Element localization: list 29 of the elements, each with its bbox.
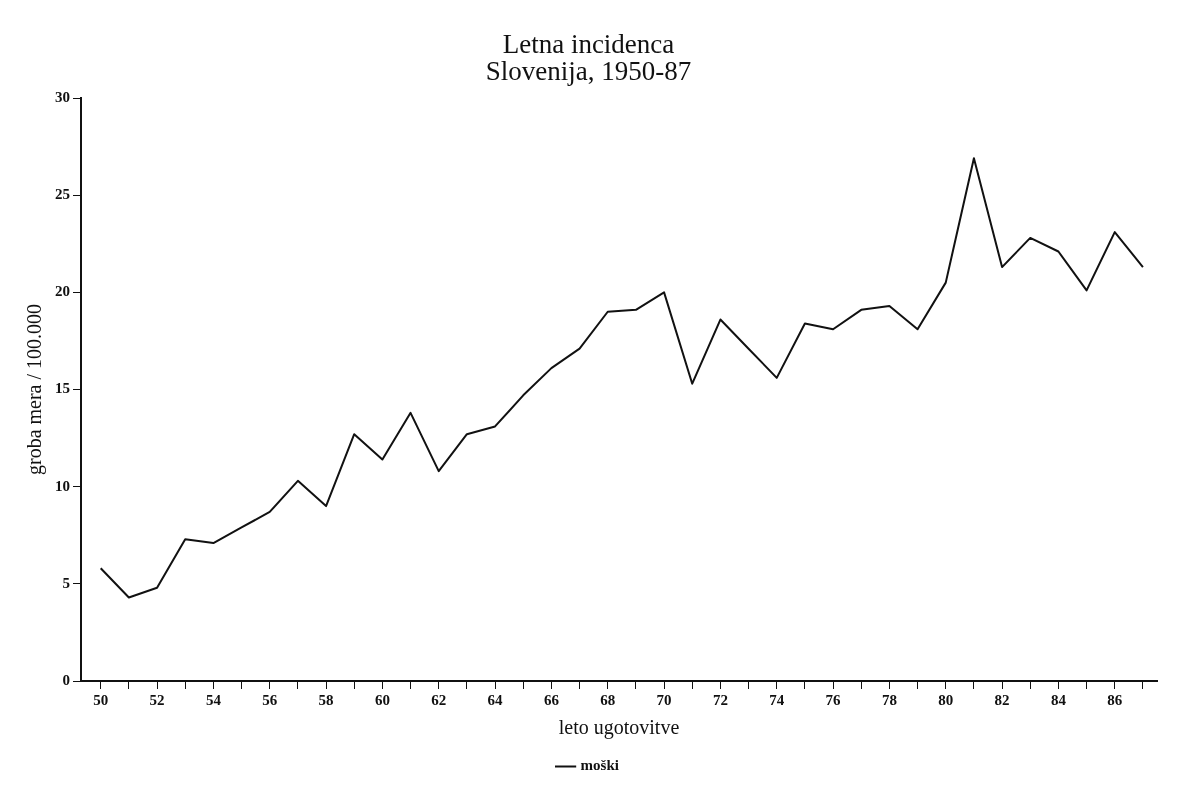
x-tick-label: 56 — [262, 691, 278, 708]
x-axis-title: leto ugotovitve — [558, 716, 680, 740]
x-tick-label: 68 — [600, 691, 616, 708]
x-tick-label: 66 — [543, 691, 560, 708]
x-tick-label: 58 — [318, 691, 334, 708]
x-tick-label: 78 — [881, 691, 897, 708]
x-tick-label: 54 — [205, 691, 222, 708]
y-tick-label: 25 — [55, 186, 70, 203]
y-tick-label: 15 — [55, 380, 70, 397]
x-tick-label: 64 — [487, 691, 504, 708]
x-tick-label: 52 — [149, 691, 165, 708]
x-tick-label: 62 — [431, 691, 447, 708]
x-tick-label: 70 — [656, 691, 672, 708]
x-tick-label: 86 — [1107, 691, 1123, 708]
x-tick-label: 80 — [938, 691, 954, 708]
y-tick-label: 0 — [62, 671, 70, 688]
x-tick-label: 82 — [994, 691, 1010, 708]
legend-label: moški — [580, 757, 619, 774]
x-tick-label: 84 — [1050, 691, 1067, 708]
y-axis-title: groba mera / 100.000 — [23, 303, 47, 476]
x-tick-label: 60 — [374, 691, 390, 708]
y-tick-label: 20 — [55, 283, 70, 300]
x-tick-label: 76 — [825, 691, 842, 708]
y-tick-label: 5 — [62, 574, 70, 591]
x-tick-label: 50 — [93, 691, 109, 708]
x-tick-label: 74 — [769, 691, 785, 708]
y-tick-label: 30 — [55, 88, 70, 105]
y-tick-label: 10 — [55, 477, 70, 494]
x-tick-label: 72 — [712, 691, 728, 708]
